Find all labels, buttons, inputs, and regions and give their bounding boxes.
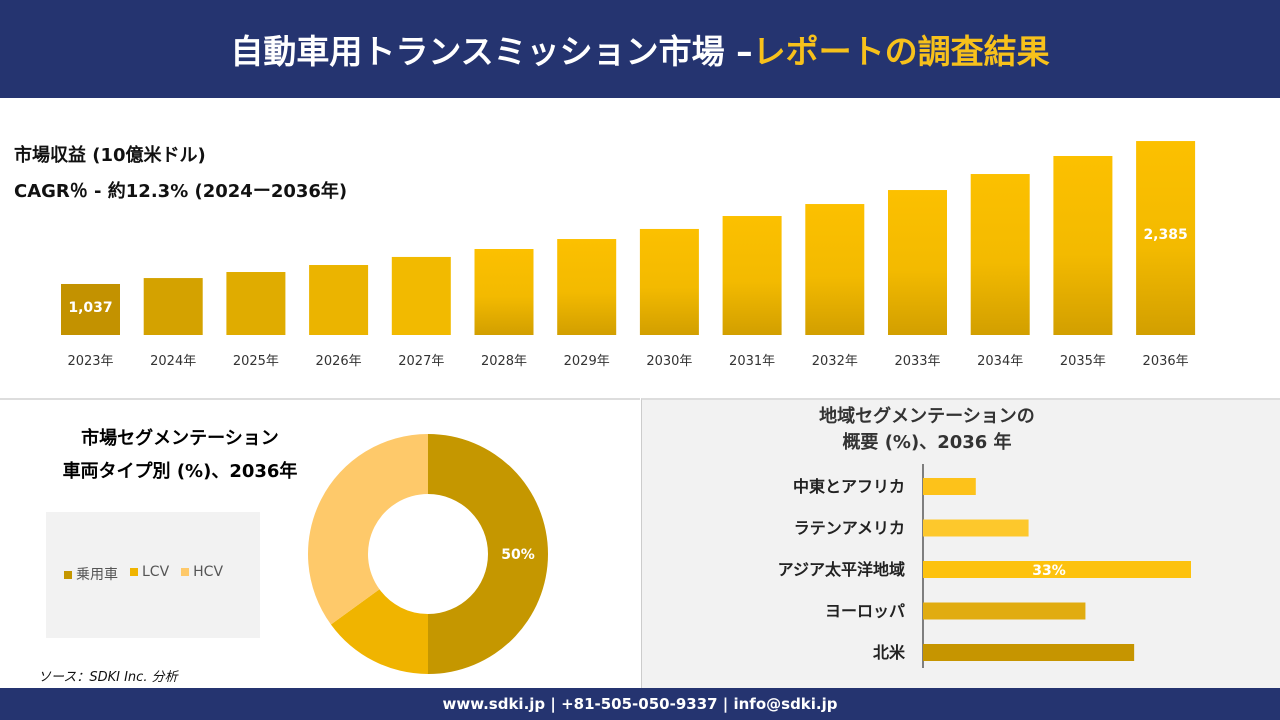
page-header: 自動車用トランスミッション市場 – レポートの調査結果 xyxy=(0,0,1280,100)
revenue-bar-chart: 2023年 1,037 2024年 2025年 2026年 2027年 2028年 2029年… xyxy=(61,141,1196,369)
legend-item: 乗用車 xyxy=(64,564,118,584)
x-tick-label: 2024年 xyxy=(150,354,196,369)
source-note: ソース：SDKI Inc. 分析 xyxy=(38,670,178,685)
category-label: ヨーロッパ xyxy=(825,602,905,621)
legend-item: LCV xyxy=(130,564,169,584)
pie-legend: 乗用車 LCV HCV xyxy=(46,512,260,638)
slice-data-label: 50% xyxy=(501,547,535,563)
region-segment-section: 地域セグメンテーションの 概要 (%)、2036 年 中東とアフリカ ラテンアメリ… xyxy=(641,398,1280,688)
legend-label: HCV xyxy=(193,564,224,580)
revenue-label: 市場収益 (10億米ドル) xyxy=(14,145,206,166)
x-tick-label: 2032年 xyxy=(812,354,858,369)
pie-title-line2: 車両タイプ別 (%)、2036年 xyxy=(62,461,298,482)
x-tick-label: 2034年 xyxy=(977,354,1023,369)
bar-2025年 xyxy=(226,272,286,335)
x-tick-label: 2028年 xyxy=(481,354,527,369)
hbar-アジア太平洋地域 xyxy=(923,561,1191,578)
hbar-ラテンアメリカ xyxy=(923,519,1029,537)
hbar-北米 xyxy=(923,644,1135,661)
category-label: 中東とアフリカ xyxy=(793,477,905,496)
category-label: ラテンアメリカ xyxy=(794,519,905,538)
legend-swatch xyxy=(64,571,72,579)
x-tick-label: 2029年 xyxy=(564,354,610,369)
bar-2027年 xyxy=(391,256,451,335)
legend-item: HCV xyxy=(181,564,223,584)
legend-label: LCV xyxy=(142,564,170,580)
x-tick-label: 2027年 xyxy=(398,354,444,369)
donut-slice-HCV xyxy=(308,434,428,625)
category-label: アジア太平洋地域 xyxy=(778,560,905,579)
footer-contact: www.sdki.jp | +81-505-050-9337 | info@sd… xyxy=(0,688,1280,720)
cagr-label: CAGR％ - 約12.3% (2024ー2036年) xyxy=(14,181,348,202)
x-tick-label: 2036年 xyxy=(1143,354,1189,369)
bar-2028年 xyxy=(474,248,534,335)
x-tick-label: 2025年 xyxy=(233,354,279,369)
x-tick-label: 2033年 xyxy=(894,354,940,369)
region-title-line2: 概要 (%)、2036 年 xyxy=(842,432,1012,453)
bar-2024年 xyxy=(143,278,203,335)
legend-label: 乗用車 xyxy=(76,567,118,583)
title-main: 自動車用トランスミッション市場 – xyxy=(230,32,753,71)
region-title-line1: 地域セグメンテーションの xyxy=(819,406,1035,427)
revenue-section: 市場収益 (10億米ドル) CAGR％ - 約12.3% (2024ー2036年… xyxy=(0,101,1280,396)
x-tick-label: 2026年 xyxy=(316,354,362,369)
bar-2035年 xyxy=(1053,155,1113,335)
bar-2023年 xyxy=(61,283,120,335)
category-label: 北米 xyxy=(873,643,906,662)
x-tick-label: 2030年 xyxy=(646,354,692,369)
bar-2034年 xyxy=(970,174,1030,335)
bar-2032年 xyxy=(805,204,865,335)
hbar-data-label: 33% xyxy=(1032,563,1066,579)
legend-swatch xyxy=(130,568,138,576)
hbar-中東とアフリカ xyxy=(923,478,976,495)
title-accent: レポートの調査結果 xyxy=(752,32,1050,71)
vehicle-donut-chart: 50% xyxy=(308,434,548,674)
legend-swatch xyxy=(181,568,190,576)
bar-2031年 xyxy=(722,216,782,335)
x-tick-label: 2023年 xyxy=(67,354,113,369)
bar-2036年 xyxy=(1136,141,1196,335)
x-tick-label: 2031年 xyxy=(729,354,775,369)
bar-2029年 xyxy=(557,239,617,335)
hbar-ヨーロッパ xyxy=(923,602,1086,620)
bar-2026年 xyxy=(309,265,369,335)
bar-2033年 xyxy=(888,190,947,335)
vehicle-segment-section: 市場セグメンテーション 車両タイプ別 (%)、2036年 乗用車 LCV HCV 5… xyxy=(0,398,640,688)
bar-2030年 xyxy=(639,228,699,335)
bar-data-label: 1,037 xyxy=(68,300,112,316)
bar-data-label: 2,385 xyxy=(1143,227,1187,243)
x-tick-label: 2035年 xyxy=(1060,354,1106,369)
donut-slice-乗用車 xyxy=(428,434,548,674)
pie-title-line1: 市場セグメンテーション xyxy=(81,428,279,449)
donut-slice-LCV xyxy=(330,589,428,674)
